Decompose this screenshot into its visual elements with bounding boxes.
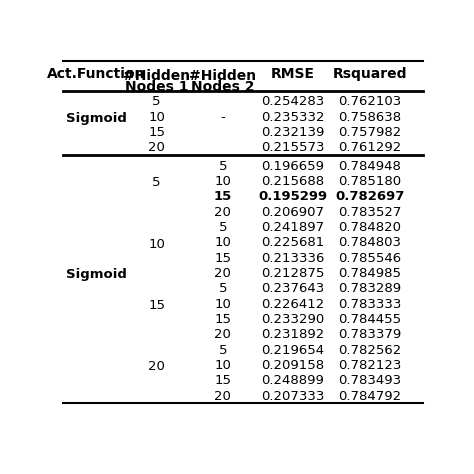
Text: 20: 20	[214, 267, 231, 280]
Text: 20: 20	[148, 141, 165, 154]
Text: 0.195299: 0.195299	[258, 191, 327, 203]
Text: 0.241897: 0.241897	[261, 221, 324, 234]
Text: 10: 10	[214, 298, 231, 311]
Text: 0.254283: 0.254283	[261, 95, 324, 108]
Text: 0.219654: 0.219654	[261, 344, 324, 357]
Text: 10: 10	[214, 237, 231, 249]
Text: 0.206907: 0.206907	[261, 206, 324, 219]
Text: #Hidden: #Hidden	[189, 69, 256, 83]
Text: 0.226412: 0.226412	[261, 298, 324, 311]
Text: 0.248899: 0.248899	[261, 374, 324, 387]
Text: 10: 10	[148, 237, 165, 251]
Text: 5: 5	[219, 283, 227, 295]
Text: Nodes 2: Nodes 2	[191, 80, 255, 94]
Text: 15: 15	[214, 191, 232, 203]
Text: 15: 15	[214, 374, 231, 387]
Text: 0.757982: 0.757982	[338, 126, 401, 139]
Text: 15: 15	[148, 126, 165, 139]
Text: Rsquared: Rsquared	[332, 67, 407, 82]
Text: Nodes 1: Nodes 1	[125, 80, 188, 94]
Text: 0.762103: 0.762103	[338, 95, 401, 108]
Text: 0.784820: 0.784820	[338, 221, 401, 234]
Text: 0.785180: 0.785180	[338, 175, 401, 188]
Text: 20: 20	[214, 328, 231, 341]
Text: 0.784792: 0.784792	[338, 390, 401, 403]
Text: 0.215688: 0.215688	[261, 175, 324, 188]
Text: #Hidden: #Hidden	[123, 69, 190, 83]
Text: 5: 5	[219, 221, 227, 234]
Text: 5: 5	[219, 160, 227, 173]
Text: -: -	[220, 110, 225, 124]
Text: 10: 10	[214, 359, 231, 372]
Text: 0.782562: 0.782562	[338, 344, 401, 357]
Text: 10: 10	[214, 175, 231, 188]
Text: 0.758638: 0.758638	[338, 110, 401, 124]
Text: 0.783493: 0.783493	[338, 374, 401, 387]
Text: 0.215573: 0.215573	[261, 141, 324, 154]
Text: 0.237643: 0.237643	[261, 283, 324, 295]
Text: 0.783527: 0.783527	[338, 206, 401, 219]
Text: Act.Function: Act.Function	[47, 67, 145, 82]
Text: 0.782123: 0.782123	[338, 359, 401, 372]
Text: RMSE: RMSE	[271, 67, 315, 82]
Text: 0.784803: 0.784803	[338, 237, 401, 249]
Text: Sigmoid: Sigmoid	[65, 268, 127, 281]
Text: 0.213336: 0.213336	[261, 252, 324, 265]
Text: 0.784985: 0.784985	[338, 267, 401, 280]
Text: 5: 5	[152, 95, 161, 108]
Text: 0.232139: 0.232139	[261, 126, 324, 139]
Text: 0.783333: 0.783333	[338, 298, 401, 311]
Text: 0.782697: 0.782697	[335, 191, 404, 203]
Text: 0.212875: 0.212875	[261, 267, 324, 280]
Text: 0.783379: 0.783379	[338, 328, 401, 341]
Text: 15: 15	[214, 313, 231, 326]
Text: 20: 20	[214, 206, 231, 219]
Text: 0.235332: 0.235332	[261, 110, 324, 124]
Text: 0.784455: 0.784455	[338, 313, 401, 326]
Text: 0.784948: 0.784948	[338, 160, 401, 173]
Text: Sigmoid: Sigmoid	[65, 112, 127, 125]
Text: 0.233290: 0.233290	[261, 313, 324, 326]
Text: 20: 20	[148, 360, 165, 373]
Text: 0.207333: 0.207333	[261, 390, 324, 403]
Text: 20: 20	[214, 390, 231, 403]
Text: 0.785546: 0.785546	[338, 252, 401, 265]
Text: 0.196659: 0.196659	[261, 160, 324, 173]
Text: 10: 10	[148, 110, 165, 124]
Text: 0.225681: 0.225681	[261, 237, 324, 249]
Text: 0.761292: 0.761292	[338, 141, 401, 154]
Text: 5: 5	[219, 344, 227, 357]
Text: 15: 15	[148, 299, 165, 312]
Text: 0.231892: 0.231892	[261, 328, 324, 341]
Text: 0.209158: 0.209158	[261, 359, 324, 372]
Text: 5: 5	[152, 176, 161, 189]
Text: 0.783289: 0.783289	[338, 283, 401, 295]
Text: 15: 15	[214, 252, 231, 265]
